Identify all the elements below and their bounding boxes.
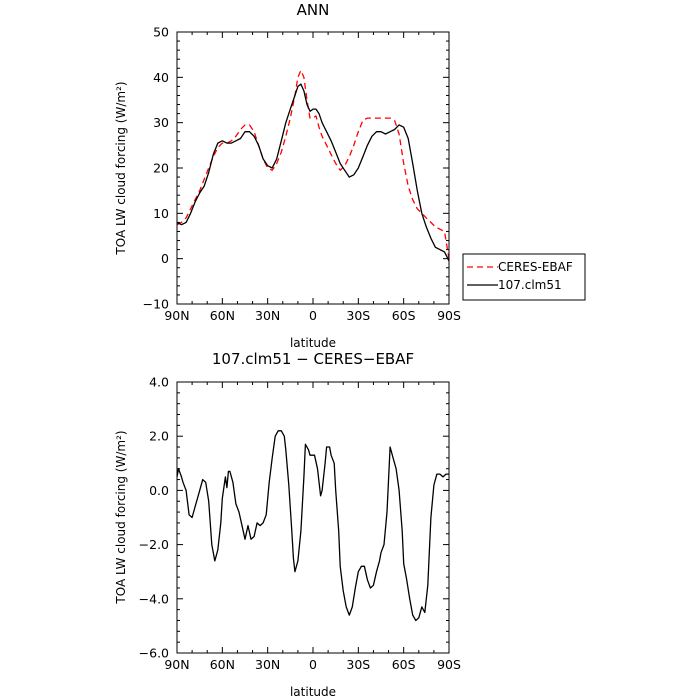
y-tick-label: −4.0 — [139, 591, 169, 606]
panel-ann: ANN latitude TOA LW cloud forcing (W/m²)… — [114, 1, 586, 350]
y-axis-label: TOA LW cloud forcing (W/m²) — [114, 430, 128, 604]
tick-labels: 90N 60N 30N 0 30S 60S 90S −6.0 −4.0 −2.0 0.0 2.0 4.0 — [139, 375, 461, 673]
x-tick-label: 30S — [346, 308, 370, 323]
series-line-difference — [176, 430, 449, 622]
y-tick-label: 20 — [153, 161, 169, 176]
legend-label-107-clm51: 107.clm51 — [498, 278, 562, 292]
legend: CERES-EBAF 107.clm51 — [462, 253, 586, 301]
x-tick-label: 60N — [210, 657, 235, 672]
legend-label-ceres-ebaf: CERES-EBAF — [498, 260, 573, 274]
x-tick-label: 60S — [392, 308, 416, 323]
y-axis-label: TOA LW cloud forcing (W/m²) — [114, 81, 128, 255]
x-tick-label: 0 — [309, 308, 317, 323]
y-tick-label: 30 — [153, 115, 169, 130]
x-axis-label: latitude — [290, 336, 336, 350]
chart-title: 107.clm51 − CERES−EBAF — [212, 350, 414, 368]
axis-ticks — [176, 381, 450, 654]
chart-title: ANN — [297, 1, 330, 19]
x-tick-label: 90S — [437, 657, 461, 672]
legend-box — [462, 253, 586, 301]
panel-difference: 107.clm51 − CERES−EBAF latitude TOA LW c… — [114, 350, 461, 699]
y-tick-label: 10 — [153, 206, 169, 221]
x-axis-label: latitude — [290, 685, 336, 699]
series-line-107-clm51 — [176, 83, 450, 262]
x-tick-label: 90N — [164, 308, 189, 323]
plot-frame — [176, 31, 450, 305]
x-tick-label: 30N — [255, 308, 280, 323]
y-tick-label: −2.0 — [139, 537, 169, 552]
x-tick-label: 30N — [255, 657, 280, 672]
axis-ticks — [176, 31, 450, 305]
y-tick-label: 0.0 — [149, 483, 169, 498]
x-tick-label: 90N — [164, 657, 189, 672]
y-tick-label: 40 — [153, 70, 169, 85]
y-tick-label: 0 — [161, 251, 169, 266]
y-tick-label: −6.0 — [139, 646, 169, 661]
x-tick-label: 60N — [210, 308, 235, 323]
x-tick-label: 90S — [437, 308, 461, 323]
x-tick-label: 30S — [346, 657, 370, 672]
y-tick-label: 4.0 — [149, 375, 169, 390]
y-tick-label: 2.0 — [149, 429, 169, 444]
x-tick-label: 60S — [392, 657, 416, 672]
y-tick-label: 50 — [153, 25, 169, 40]
x-tick-label: 0 — [309, 657, 317, 672]
plot-frame — [176, 381, 450, 654]
tick-labels: 90N 60N 30N 0 30S 60S 90S −10 0 10 20 30 40 50 — [143, 25, 461, 324]
series-layer — [176, 430, 449, 622]
series-layer — [176, 69, 450, 262]
y-tick-label: −10 — [143, 297, 169, 312]
series-line-ceres-ebaf — [176, 69, 450, 259]
